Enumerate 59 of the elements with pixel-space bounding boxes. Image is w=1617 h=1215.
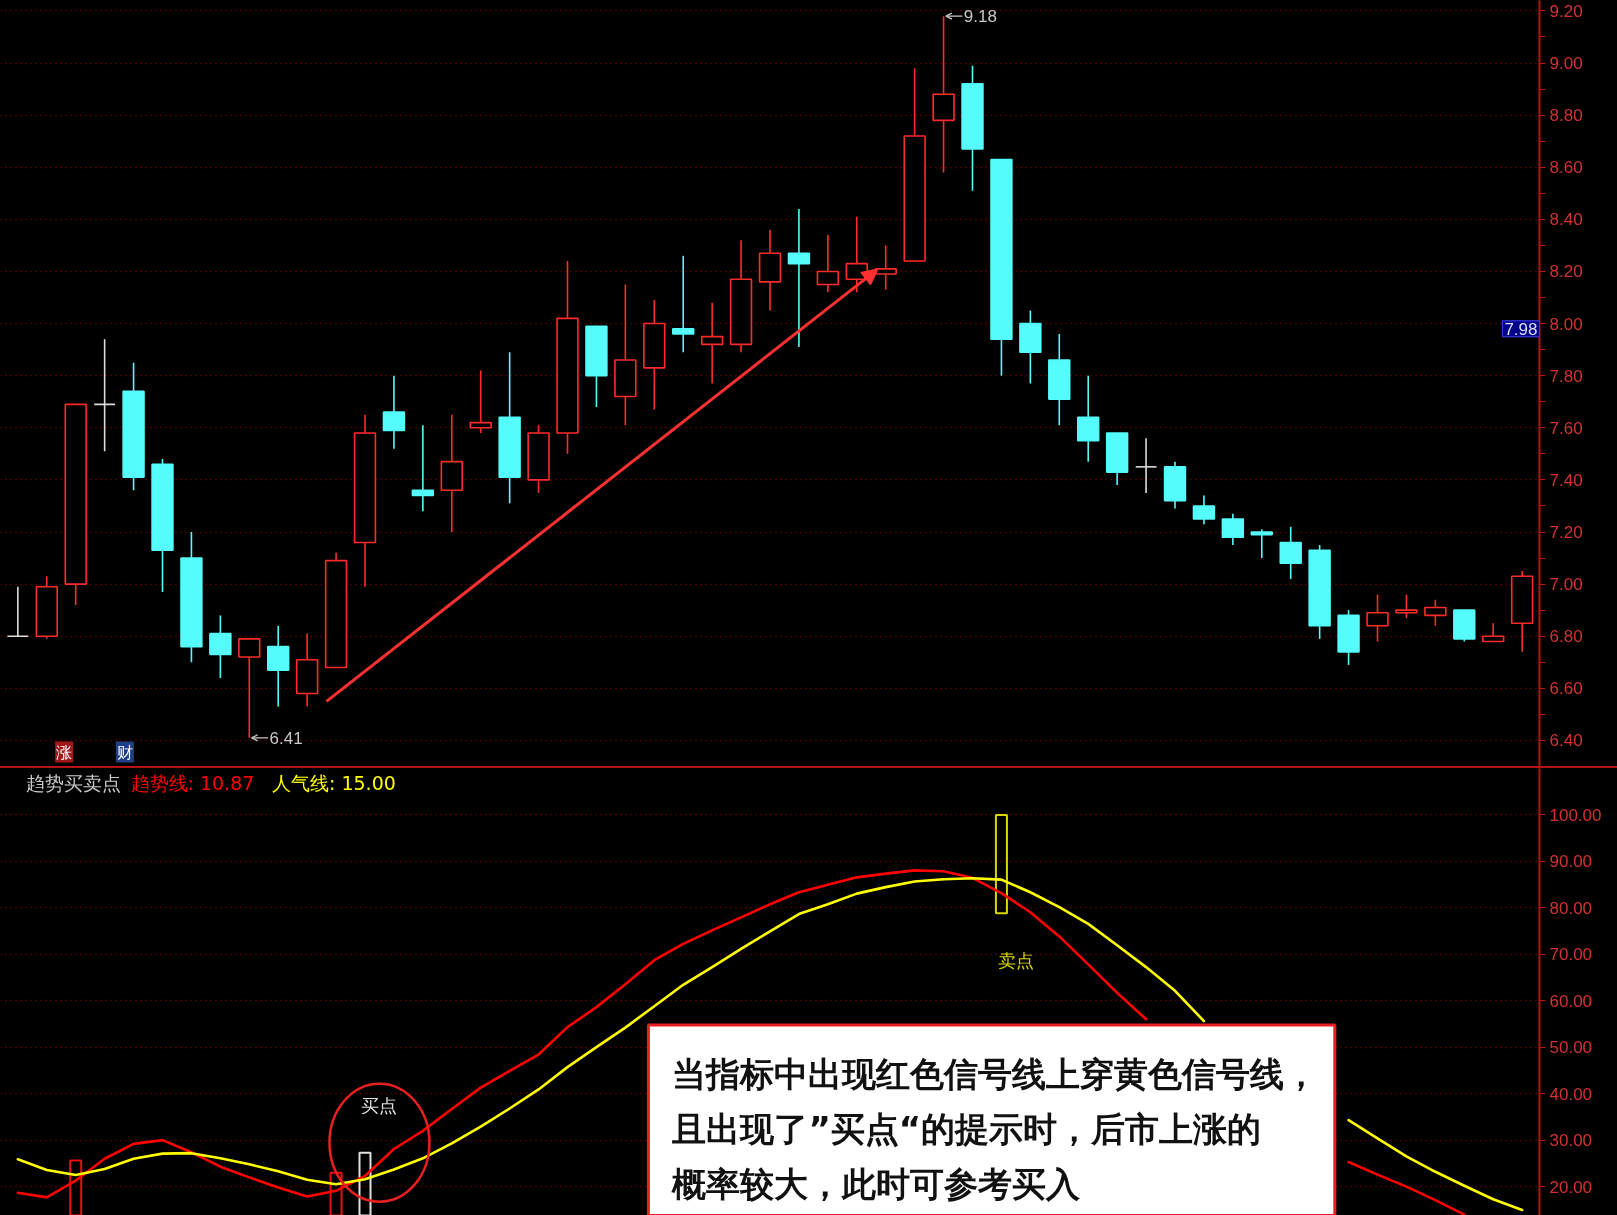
candlestick: [1424, 598, 1447, 627]
candlestick: [787, 208, 811, 348]
annotation: 卖点: [997, 949, 1034, 971]
y-tick-label: 30.00: [1549, 1131, 1593, 1151]
y-tick-label: 40.00: [1549, 1084, 1593, 1104]
candlestick: [1134, 437, 1158, 494]
bar: [329, 1171, 343, 1215]
y-tick-label: 6.40: [1549, 731, 1583, 751]
y-tick-label: 100.00: [1549, 805, 1602, 825]
bar: [358, 1151, 372, 1215]
annotation: 当指标中出现红色信号线上穿黄色信号线，且出现了”买点“的提示时，后市上涨的概率较大，此时可参考买入: [671, 1054, 1319, 1205]
candlestick: [1366, 593, 1389, 643]
y-tick-label: 7.40: [1549, 470, 1583, 490]
candlestick: [1482, 622, 1505, 643]
candlestick: [93, 338, 116, 453]
y-tick-label: 7.80: [1549, 366, 1583, 386]
y-tick-label: 7.00: [1549, 575, 1583, 595]
y-tick-label: 90.00: [1549, 852, 1593, 872]
y-tick-label: 8.60: [1549, 158, 1583, 178]
bar: [69, 1159, 83, 1215]
y-tick-label: 9.00: [1549, 54, 1583, 74]
candlestick: [700, 301, 724, 385]
y-tick-label: 8.00: [1549, 314, 1583, 334]
y-tick-label: 60.00: [1549, 991, 1593, 1011]
candlestick: [1250, 528, 1273, 559]
y-tick-label: 6.80: [1549, 627, 1583, 647]
candlestick: [816, 234, 840, 294]
candlestick: [382, 374, 406, 450]
bar: [994, 814, 1008, 915]
chart-title: 趋势买卖点: [25, 771, 121, 794]
y-tick-label: 8.40: [1549, 210, 1583, 230]
candlestick: [267, 625, 290, 708]
y-tick-label: 20.00: [1549, 1177, 1593, 1197]
text: 趋势线: 10.87: [130, 771, 255, 794]
candlestick: [6, 585, 30, 638]
candlestick: [1221, 512, 1245, 546]
candlestick: [1279, 526, 1302, 580]
candlestick: [1077, 374, 1100, 463]
y-tick-label: 9.20: [1549, 1, 1583, 21]
annotation: 6.41: [269, 728, 303, 748]
annotation: 7.98: [1504, 319, 1538, 339]
annotation: 买点: [361, 1095, 398, 1117]
y-tick-label: 50.00: [1549, 1038, 1593, 1058]
y-tick-label: 8.80: [1549, 106, 1583, 126]
y-tick-label: 80.00: [1549, 898, 1593, 918]
y-tick-label: 7.60: [1549, 418, 1583, 438]
candlestick: [1192, 494, 1216, 525]
annotation: 财: [116, 742, 133, 762]
y-tick-label: 6.60: [1549, 679, 1583, 699]
annotation: 涨: [56, 742, 73, 762]
candlestick: [469, 369, 492, 434]
text: 人气线: 15.00: [271, 771, 396, 794]
annotation: 9.18: [963, 7, 997, 27]
y-tick-label: 70.00: [1549, 945, 1593, 965]
candlestick: [1395, 593, 1418, 619]
candlestick: [209, 614, 232, 679]
candlestick: [672, 255, 695, 354]
y-tick-label: 7.20: [1549, 523, 1583, 543]
y-tick-label: 8.20: [1549, 262, 1583, 282]
